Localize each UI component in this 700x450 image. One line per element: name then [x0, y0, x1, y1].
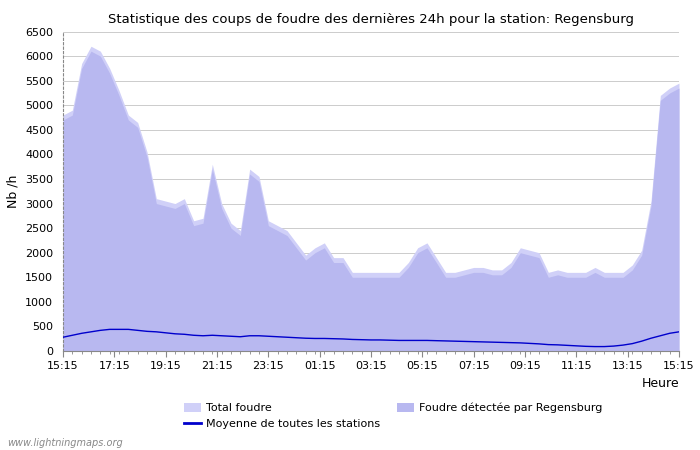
Title: Statistique des coups de foudre des dernières 24h pour la station: Regensburg: Statistique des coups de foudre des dern…: [108, 13, 634, 26]
Text: Heure: Heure: [641, 377, 679, 390]
Y-axis label: Nb /h: Nb /h: [6, 175, 20, 208]
Text: www.lightningmaps.org: www.lightningmaps.org: [7, 438, 122, 448]
Legend: Total foudre, Moyenne de toutes les stations, Foudre détectée par Regensburg: Total foudre, Moyenne de toutes les stat…: [179, 398, 607, 433]
